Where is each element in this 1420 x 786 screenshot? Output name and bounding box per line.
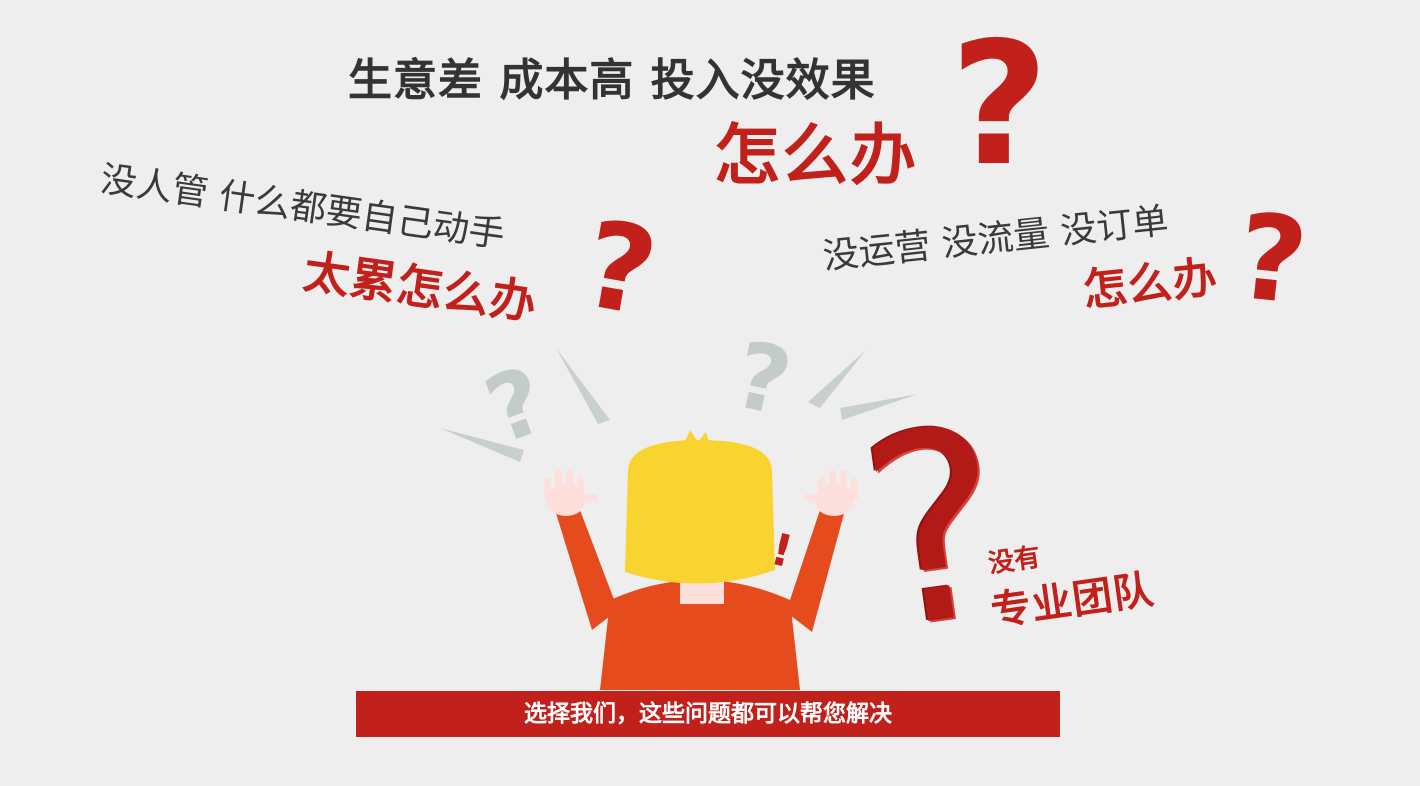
torso bbox=[600, 580, 800, 690]
right-hand bbox=[804, 470, 858, 516]
hair bbox=[625, 440, 775, 584]
question-mark-icon-large: ? bbox=[950, 6, 1049, 204]
cta-banner-text: 选择我们，这些问题都可以帮您解决 bbox=[524, 701, 892, 727]
gray-question-icon-right: ? bbox=[726, 321, 800, 437]
left-hand bbox=[544, 470, 598, 516]
left-arm bbox=[555, 510, 618, 630]
cta-banner: 选择我们，这些问题都可以帮您解决 bbox=[356, 691, 1060, 737]
headline-problems: 生意差 成本高 投入没效果 bbox=[348, 55, 876, 106]
surprise-lines-left bbox=[440, 348, 610, 462]
right-arm bbox=[786, 510, 845, 632]
question-mark-icon-right: ? bbox=[1230, 186, 1314, 332]
headline-what-to-do: 怎么办 bbox=[714, 117, 918, 194]
surprise-lines-right bbox=[808, 350, 918, 420]
hair-tuft bbox=[684, 430, 710, 446]
